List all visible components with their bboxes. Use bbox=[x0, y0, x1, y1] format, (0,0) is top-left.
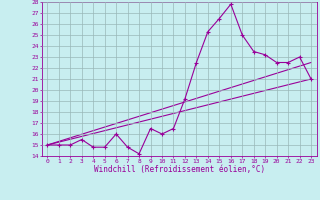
X-axis label: Windchill (Refroidissement éolien,°C): Windchill (Refroidissement éolien,°C) bbox=[94, 165, 265, 174]
